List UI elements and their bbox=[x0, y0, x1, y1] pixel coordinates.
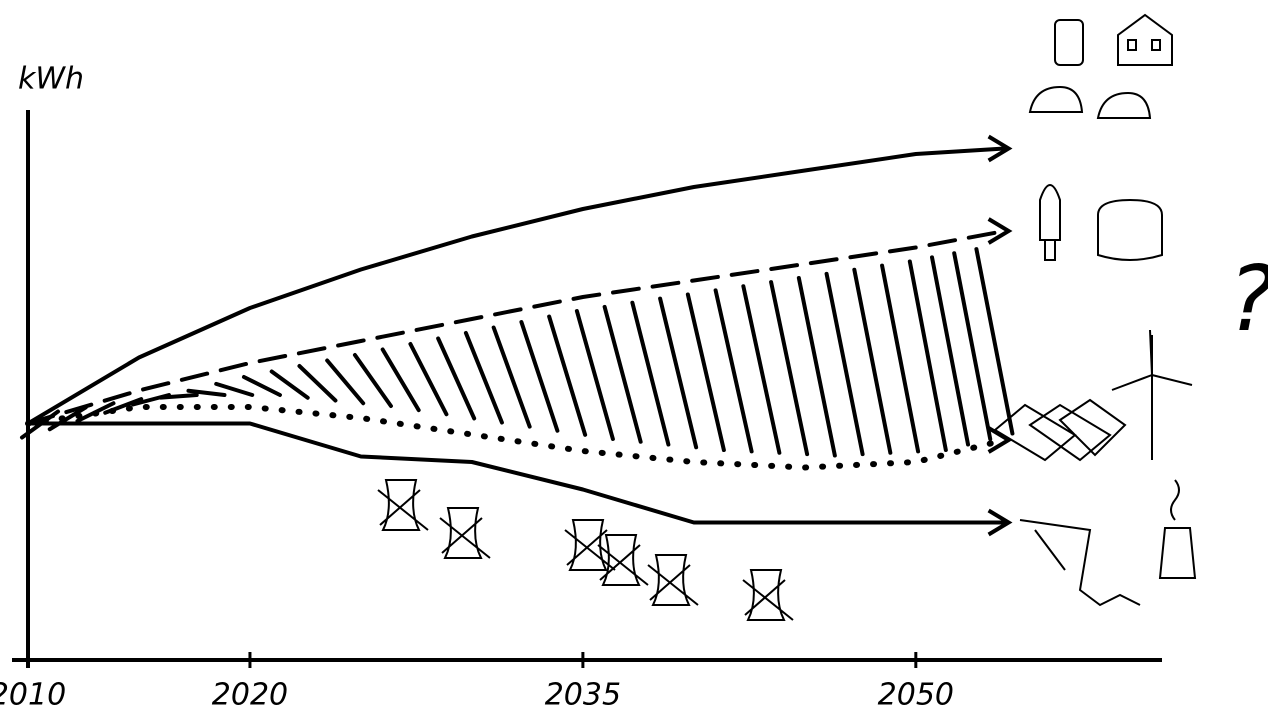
hatch bbox=[186, 388, 227, 397]
hatch bbox=[907, 259, 948, 452]
annotation: ? bbox=[1228, 247, 1268, 352]
hatch bbox=[408, 342, 449, 417]
hatch bbox=[713, 288, 754, 454]
series-line bbox=[26, 146, 1007, 426]
hatch bbox=[269, 369, 310, 400]
y-axis-label: kWh bbox=[18, 62, 84, 97]
x-tick-label: 2020 bbox=[212, 678, 288, 713]
x-tick-label: 2050 bbox=[878, 678, 954, 713]
series-line bbox=[26, 229, 1007, 426]
arrowhead bbox=[987, 426, 1013, 454]
arrowhead bbox=[987, 134, 1013, 163]
hatch bbox=[380, 347, 421, 413]
hatch bbox=[519, 320, 560, 433]
hatch bbox=[769, 280, 810, 457]
hatch bbox=[325, 358, 366, 406]
hatch bbox=[436, 336, 477, 421]
hatch bbox=[880, 263, 921, 454]
hatch bbox=[602, 304, 643, 444]
series-line bbox=[25, 404, 1008, 471]
x-tick-label: 2010 bbox=[0, 678, 66, 713]
hatch bbox=[685, 292, 726, 452]
hatch bbox=[952, 251, 993, 441]
hatch bbox=[463, 331, 504, 425]
hatch bbox=[630, 300, 671, 447]
arrowhead bbox=[987, 217, 1013, 245]
hatch bbox=[352, 353, 393, 408]
hatch bbox=[158, 393, 199, 400]
hatch bbox=[974, 247, 1015, 436]
hatch bbox=[241, 375, 282, 397]
hatch bbox=[741, 284, 782, 455]
x-tick-label: 2035 bbox=[545, 678, 621, 713]
hatch bbox=[852, 267, 893, 455]
arrowhead bbox=[987, 508, 1013, 537]
hatch bbox=[547, 314, 588, 437]
hatch bbox=[658, 296, 699, 450]
hatch bbox=[796, 276, 837, 458]
hatch bbox=[491, 325, 532, 429]
hatch bbox=[47, 405, 88, 432]
hatch bbox=[214, 381, 255, 397]
hatch bbox=[297, 364, 338, 403]
hatch bbox=[574, 309, 615, 441]
icons bbox=[377, 13, 1197, 621]
series-line bbox=[26, 421, 1007, 525]
hatch bbox=[824, 271, 865, 457]
hatch bbox=[930, 255, 971, 447]
